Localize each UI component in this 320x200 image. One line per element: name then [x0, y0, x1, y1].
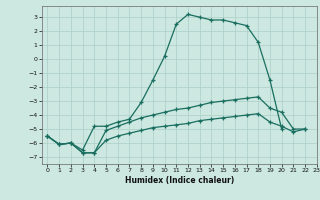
X-axis label: Humidex (Indice chaleur): Humidex (Indice chaleur) [124, 176, 234, 185]
